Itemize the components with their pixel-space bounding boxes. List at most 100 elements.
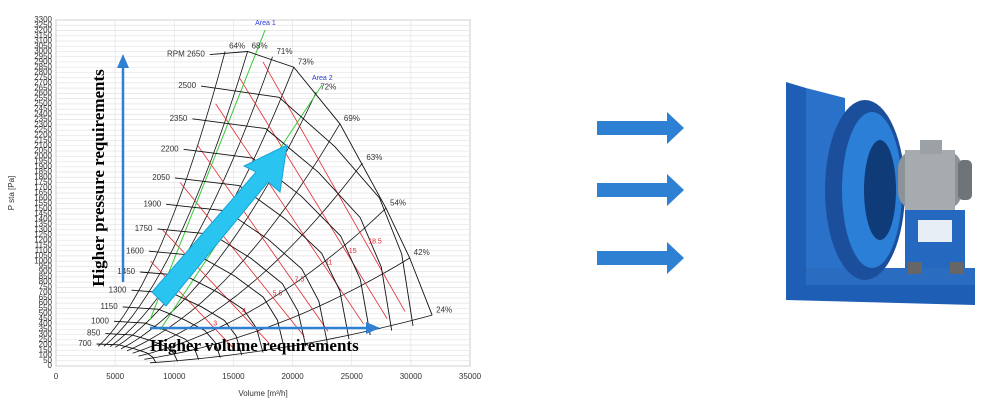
process-arrows — [597, 112, 684, 274]
y-tick-label: 2650 — [34, 83, 52, 92]
rpm-curve — [200, 85, 414, 326]
y-tick-label: 450 — [39, 314, 53, 323]
y-tick-label: 2500 — [34, 99, 52, 108]
y-tick-label: 3000 — [34, 47, 52, 56]
arrow-head — [117, 54, 129, 68]
fan-illustration — [786, 82, 975, 305]
y-tick-label: 2950 — [34, 52, 52, 61]
efficiency-label: 68% — [252, 42, 268, 51]
annotation: Higher volume requirements — [150, 336, 359, 355]
rpm-curve — [105, 333, 178, 362]
efficiency-label: 63% — [366, 153, 382, 162]
efficiency-line — [149, 314, 433, 364]
y-tick-label: 400 — [39, 319, 53, 328]
y-tick-label: 2900 — [34, 57, 52, 66]
y-tick-label: 1200 — [34, 235, 52, 244]
rpm-label: 1150 — [101, 302, 119, 311]
power-label: 18.5 — [368, 238, 382, 245]
y-tick-label: 1300 — [34, 225, 52, 234]
x-tick-label: 15000 — [222, 372, 245, 381]
y-tick-label: 1600 — [34, 193, 52, 202]
rpm-curve — [96, 343, 157, 364]
y-tick-label: 2700 — [34, 78, 52, 87]
y-tick-label: 1850 — [34, 167, 52, 176]
y-tick-label: 3100 — [34, 36, 52, 45]
y-tick-label: 1650 — [34, 188, 52, 197]
y-tick-label: 500 — [39, 309, 53, 318]
rpm-label: 2200 — [161, 144, 179, 153]
y-tick-label: 1150 — [35, 241, 53, 250]
y-tick-label: 2350 — [34, 115, 52, 124]
y-tick-label: 550 — [39, 303, 53, 312]
efficiency-label: 54% — [390, 198, 406, 207]
rpm-label: 2050 — [152, 173, 170, 182]
y-tick-label: 2000 — [34, 151, 52, 160]
rpm-label: 700 — [78, 339, 92, 348]
y-tick-label: 2150 — [34, 136, 52, 145]
efficiency-line — [132, 162, 363, 354]
y-tick-label: 650 — [39, 293, 53, 302]
rpm-curve — [113, 320, 200, 360]
power-line — [215, 103, 364, 325]
rpm-label: 1750 — [135, 224, 153, 233]
y-tick-label: 0 — [48, 361, 53, 370]
y-tick-label: 350 — [39, 324, 53, 333]
y-tick-label: 2450 — [34, 104, 52, 113]
y-tick-label: 200 — [39, 340, 53, 349]
y-tick-label: 2200 — [34, 130, 52, 139]
y-tick-label: 2850 — [34, 62, 52, 71]
y-tick-label: 2600 — [34, 89, 52, 98]
power-label: 15 — [349, 248, 357, 255]
y-tick-label: 3300 — [34, 15, 52, 24]
x-tick-label: 0 — [54, 372, 59, 381]
power-line — [162, 229, 270, 344]
y-tick-label: 150 — [39, 345, 53, 354]
y-tick-label: 950 — [39, 262, 53, 271]
y-tick-label: 250 — [39, 335, 53, 344]
rpm-curve — [166, 203, 328, 343]
rpm-label: 850 — [87, 329, 101, 338]
y-tick-label: 1400 — [34, 214, 52, 223]
y-tick-label: 1250 — [34, 230, 52, 239]
rpm-label: 2350 — [170, 114, 188, 123]
y-tick-label: 2750 — [34, 73, 52, 82]
y-tick-label: 700 — [39, 288, 53, 297]
x-tick-label: 35000 — [459, 372, 482, 381]
rpm-label: 1300 — [109, 285, 127, 294]
y-tick-label: 850 — [39, 272, 53, 281]
power-label: 3 — [213, 321, 217, 328]
y-tick-label: 2300 — [34, 120, 52, 129]
y-tick-label: 1750 — [34, 178, 52, 187]
y-tick-label: 2100 — [34, 141, 52, 150]
y-tick-label: 600 — [39, 298, 53, 307]
y-axis-title: P sta [Pa] — [7, 176, 16, 211]
efficiency-label: 42% — [414, 248, 430, 257]
y-tick-label: 1100 — [35, 246, 53, 255]
area-label: Area 1 — [255, 20, 276, 27]
power-label: 5.5 — [273, 290, 283, 297]
y-tick-label: 3150 — [34, 31, 52, 40]
power-label: 4 — [242, 308, 246, 315]
y-tick-label: 2250 — [34, 125, 52, 134]
annotation: Higher pressure requirements — [89, 69, 108, 287]
y-tick-label: 300 — [39, 330, 53, 339]
y-tick-label: 1500 — [34, 204, 52, 213]
rpm-curve — [192, 118, 393, 331]
x-tick-label: 10000 — [163, 372, 186, 381]
y-tick-label: 2550 — [34, 94, 52, 103]
efficiency-label: 69% — [344, 114, 360, 123]
efficiency-label: 64% — [229, 42, 245, 51]
y-tick-label: 1700 — [34, 183, 52, 192]
efficiency-label: 72% — [320, 82, 336, 91]
power-label: 11 — [325, 259, 332, 266]
efficiency-label: 71% — [276, 47, 292, 56]
rpm-curve — [174, 177, 350, 340]
y-tick-label: 800 — [39, 277, 53, 286]
y-tick-label: 1450 — [34, 209, 52, 218]
power-line — [239, 77, 388, 320]
power-label: 7.5 — [295, 276, 305, 283]
y-tick-label: 1000 — [34, 256, 52, 265]
y-tick-label: 1350 — [34, 220, 52, 229]
